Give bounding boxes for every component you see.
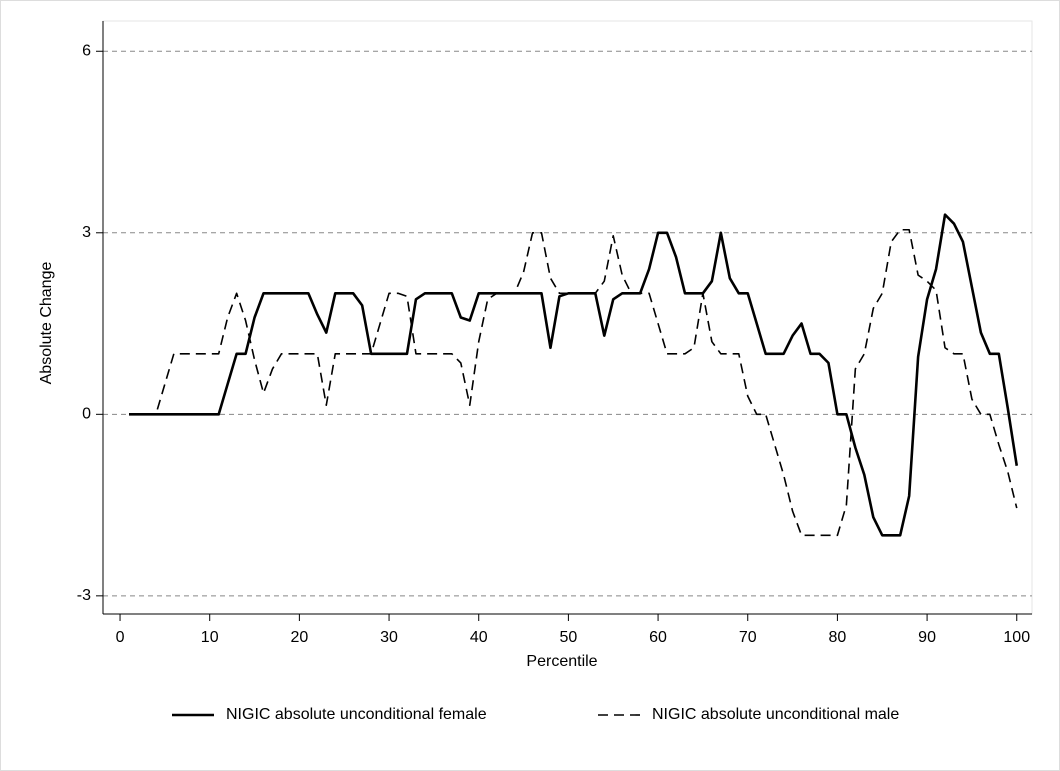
y-axis-label: Absolute Change <box>38 262 55 385</box>
x-tick-label: 50 <box>559 629 577 646</box>
x-tick-label: 40 <box>470 629 488 646</box>
plot-area <box>102 20 1033 615</box>
x-tick-label: 100 <box>1003 629 1030 646</box>
legend-label: NIGIC absolute unconditional female <box>226 706 487 723</box>
y-tick-label: 3 <box>82 224 91 241</box>
x-tick-label: 80 <box>829 629 847 646</box>
x-tick-label: 0 <box>116 629 125 646</box>
x-tick-label: 20 <box>290 629 308 646</box>
series-line <box>129 213 1019 537</box>
y-tick-label: -3 <box>77 587 91 604</box>
legend-label: NIGIC absolute unconditional male <box>652 706 899 723</box>
y-tick-label: 6 <box>82 42 91 59</box>
x-tick-label: 70 <box>739 629 757 646</box>
x-tick-label: 10 <box>201 629 219 646</box>
x-tick-label: 30 <box>380 629 398 646</box>
x-axis-label: Percentile <box>526 653 597 670</box>
x-tick-label: 60 <box>649 629 667 646</box>
x-tick-label: 90 <box>918 629 936 646</box>
series-line <box>129 228 1018 537</box>
y-tick-label: 0 <box>82 406 91 423</box>
